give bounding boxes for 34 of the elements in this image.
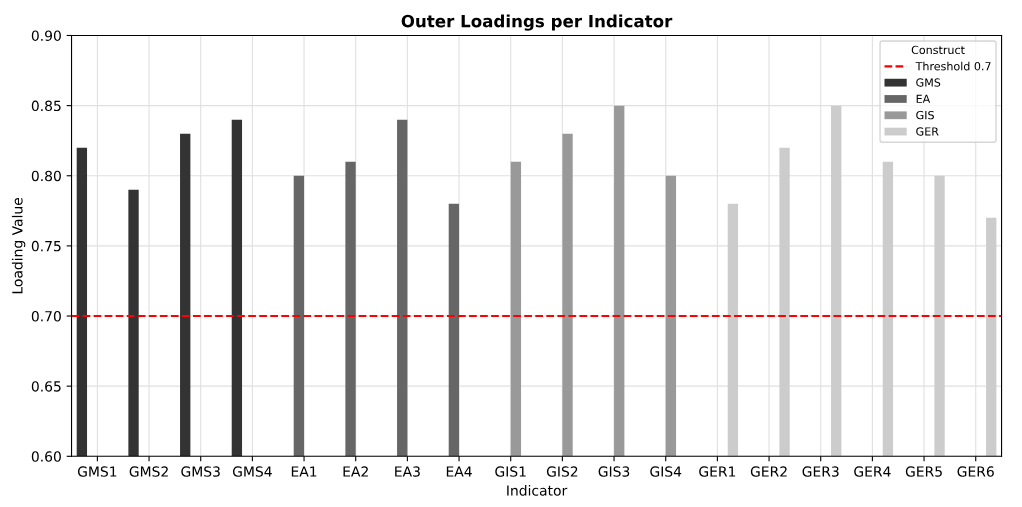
x-tick-label: EA1 xyxy=(291,466,317,477)
x-tick-label: GMS2 xyxy=(129,466,168,477)
y-tick-label: 0.85 xyxy=(31,100,61,112)
x-tick-label: GER5 xyxy=(905,466,942,477)
x-tick-label: GMS4 xyxy=(232,466,272,477)
y-tick-label: 0.90 xyxy=(31,30,61,41)
y-axis-title: Loading Value xyxy=(11,197,26,294)
x-tick-label: GIS3 xyxy=(598,466,630,477)
legend-label: EA xyxy=(916,94,931,103)
x-tick-label: EA3 xyxy=(395,466,420,477)
y-tick-label: 0.75 xyxy=(31,240,61,252)
x-axis-title: Indicator xyxy=(507,485,568,496)
legend-label: GMS xyxy=(916,78,941,87)
x-tick-label: EA4 xyxy=(446,466,472,477)
x-tick-label: GIS2 xyxy=(546,466,578,477)
x-tick-label: GER2 xyxy=(750,466,787,477)
y-tick-label: 0.70 xyxy=(31,311,61,322)
x-tick-label: GER1 xyxy=(699,466,736,477)
x-tick-label: GER3 xyxy=(802,466,839,477)
x-tick-label: GER4 xyxy=(854,466,891,477)
y-tick-label: 0.80 xyxy=(31,170,61,182)
legend-label: GIS xyxy=(916,110,934,120)
x-tick-label: GIS1 xyxy=(495,466,526,477)
x-tick-label: GMS3 xyxy=(181,466,220,477)
x-tick-label: GIS4 xyxy=(650,466,682,477)
legend-label: GER xyxy=(916,127,939,136)
x-tick-label: GMS1 xyxy=(77,466,117,477)
y-tick-label: 0.60 xyxy=(31,451,61,462)
y-tick-label: 0.65 xyxy=(31,381,61,392)
chart-title: Outer Loadings per Indicator xyxy=(401,14,673,31)
legend-label: Threshold 0.7 xyxy=(915,61,991,71)
x-tick-label: GER6 xyxy=(957,466,994,477)
legend-title: Construct xyxy=(911,45,965,55)
x-tick-label: EA2 xyxy=(343,466,368,477)
